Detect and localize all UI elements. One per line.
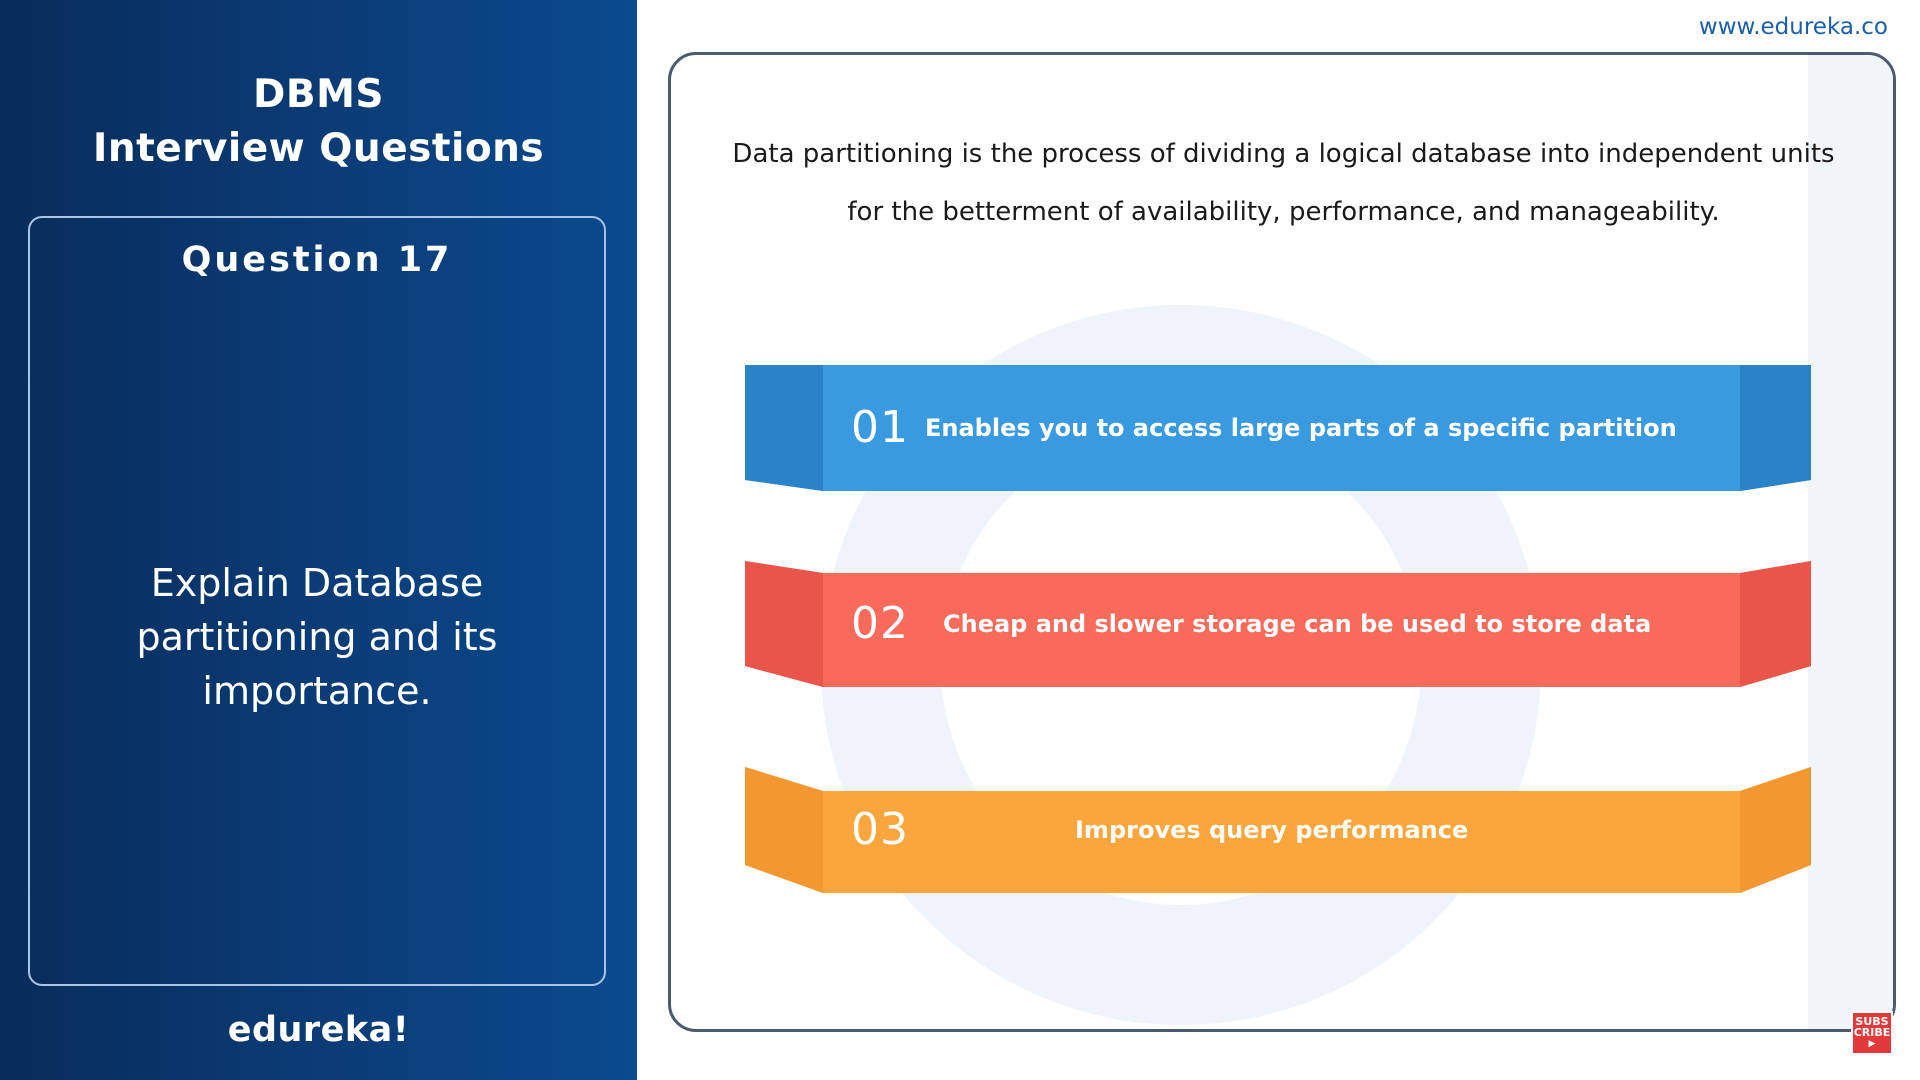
subscribe-badge[interactable]: SUBS CRIBE ▶ [1851,1011,1893,1055]
question-label: Question 17 [181,240,453,280]
banner-shape-3 [745,767,1811,893]
point-number-1: 01 [851,402,909,453]
intro-text: Data partitioning is the process of divi… [721,125,1846,241]
banner-right-fold-1 [1740,365,1811,491]
play-icon: ▶ [1868,1039,1876,1049]
question-line-1: Explain Database [150,561,484,605]
point-number-3: 03 [851,804,909,855]
left-panel: DBMS Interview Questions Question 17 Exp… [0,0,637,1080]
title-line-2: Interview Questions [92,126,545,171]
banner-shape-1 [745,365,1811,491]
banner-left-fold-1 [745,365,823,491]
question-line-2: partitioning and its [136,615,498,659]
banner-body-3 [745,767,1811,893]
question-text: Explain Database partitioning and its im… [70,556,564,718]
point-banner-1: 01 Enables you to access large parts of … [745,365,1811,491]
slide-title: DBMS Interview Questions [0,68,637,176]
point-text-1: Enables you to access large parts of a s… [925,414,1677,442]
banner-body-1 [745,365,1811,491]
banner-body-2 [745,561,1811,687]
banner-right-fold-3 [1740,767,1811,893]
intro-line-1: Data partitioning is the process of divi… [732,139,1835,169]
subscribe-line-2: CRIBE [1853,1026,1891,1039]
banner-right-fold-2 [1740,561,1811,687]
content-card: Data partitioning is the process of divi… [668,52,1896,1032]
point-text-2: Cheap and slower storage can be used to … [943,610,1652,638]
point-banner-3: 03 Improves query performance [745,767,1811,893]
background-bar-decoration [1808,55,1893,1029]
banner-shape-2 [745,561,1811,687]
intro-line-2: for the betterment of availability, perf… [847,197,1720,227]
subscribe-line-1: SUBS [1855,1015,1889,1028]
title-line-1: DBMS [253,72,384,117]
banner-left-fold-2 [745,561,823,687]
question-line-3: importance. [202,669,432,713]
website-url: www.edureka.co [1698,14,1888,40]
question-box: Question 17 Explain Database partitionin… [28,216,606,986]
brand-logo: edureka! [227,1010,410,1050]
point-number-2: 02 [851,598,909,649]
point-banner-2: 02 Cheap and slower storage can be used … [745,561,1811,687]
banner-left-fold-3 [745,767,823,893]
point-text-3: Improves query performance [1075,816,1469,844]
